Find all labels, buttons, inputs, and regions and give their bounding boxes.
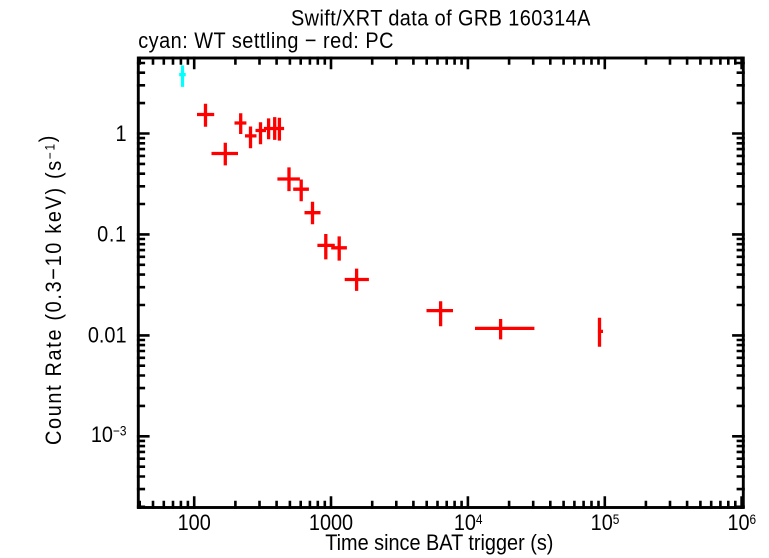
svg-text:105: 105 [591,510,620,535]
svg-text:0.01: 0.01 [88,322,127,347]
svg-text:Count Rate (0.3−10 keV) (s−1): Count Rate (0.3−10 keV) (s−1) [34,134,66,445]
svg-text:1000: 1000 [309,510,353,535]
svg-text:Swift/XRT data of GRB 160314A: Swift/XRT data of GRB 160314A [291,5,591,30]
svg-text:106: 106 [727,510,756,535]
svg-text:cyan: WT settling − red: PC: cyan: WT settling − red: PC [138,28,394,53]
svg-text:0.1: 0.1 [97,221,127,246]
svg-text:Time since BAT trigger (s): Time since BAT trigger (s) [325,530,553,555]
svg-text:1: 1 [115,121,126,146]
svg-text:10−3: 10−3 [91,422,127,447]
svg-text:100: 100 [178,510,211,535]
